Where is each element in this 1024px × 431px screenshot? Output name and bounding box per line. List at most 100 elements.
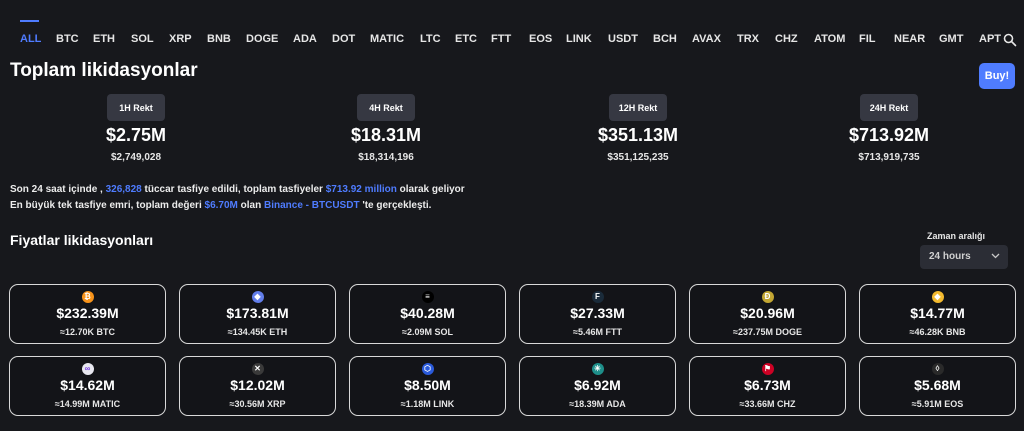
card-amount: ≈134.45K ETH	[227, 327, 288, 337]
summary-text: tüccar tasfiye edildi, toplam tasfiyeler	[144, 184, 323, 195]
card-amount: ≈1.18M LINK	[400, 399, 455, 409]
eos-icon: ◊	[931, 363, 944, 375]
stat-24h-exact: $713,919,735	[858, 152, 920, 163]
coin-liquidation-card[interactable]: ≡ $40.28M ≈2.09M SOL	[349, 284, 506, 344]
coin-liquidation-card[interactable]: ∞ $14.62M ≈14.99M MATIC	[9, 356, 166, 416]
page-title: Toplam likidasyonlar	[10, 60, 198, 81]
largest-order-market-link[interactable]: Binance - BTCUSDT	[264, 200, 360, 211]
link-icon: ⬡	[421, 363, 434, 375]
coin-liquidation-card[interactable]: ⚑ $6.73M ≈33.66M CHZ	[689, 356, 846, 416]
summary-text: 'te gerçekleşti.	[362, 200, 432, 211]
time-range-value: 24 hours	[929, 251, 971, 262]
card-value: $6.92M	[574, 377, 621, 393]
ftt-icon: F	[591, 291, 604, 303]
tab-avax[interactable]: AVAX	[692, 33, 721, 45]
total-liquidations: $713.92 million	[325, 184, 397, 195]
coin-liquidation-card[interactable]: ◆ $14.77M ≈46.28K BNB	[859, 284, 1016, 344]
tab-xrp[interactable]: XRP	[169, 33, 192, 45]
time-range-select[interactable]: 24 hours	[920, 245, 1008, 269]
eth-icon: ◆	[251, 291, 264, 303]
card-value: $173.81M	[226, 305, 289, 321]
stat-24h: 24H Rekt $713.92M $713,919,735	[809, 94, 969, 170]
tab-doge[interactable]: DOGE	[246, 33, 279, 45]
coin-liquidation-card[interactable]: ✳ $6.92M ≈18.39M ADA	[519, 356, 676, 416]
tab-link[interactable]: LINK	[566, 33, 592, 45]
tab-etc[interactable]: ETC	[455, 33, 477, 45]
summary-text: En büyük tek tasfiye emri, toplam değeri	[10, 200, 202, 211]
tab-bch[interactable]: BCH	[653, 33, 677, 45]
tab-usdt[interactable]: USDT	[608, 33, 638, 45]
stat-1h: 1H Rekt $2.75M $2,749,028	[56, 94, 216, 170]
card-amount: ≈30.56M XRP	[229, 399, 286, 409]
card-value: $232.39M	[56, 305, 119, 321]
tab-eth[interactable]: ETH	[93, 33, 115, 45]
card-amount: ≈33.66M CHZ	[739, 399, 796, 409]
card-value: $8.50M	[404, 377, 451, 393]
chz-icon: ⚑	[761, 363, 774, 375]
matic-icon: ∞	[81, 363, 94, 375]
card-value: $27.33M	[570, 305, 625, 321]
coin-liquidation-card[interactable]: Ð $20.96M ≈237.75M DOGE	[689, 284, 846, 344]
doge-icon: Ð	[761, 291, 774, 303]
stat-4h: 4H Rekt $18.31M $18,314,196	[306, 94, 466, 170]
card-value: $20.96M	[740, 305, 795, 321]
search-icon[interactable]	[1003, 33, 1017, 47]
summary-text: olarak geliyor	[399, 184, 465, 195]
chevron-down-icon	[991, 253, 1000, 259]
traders-count: 326,828	[105, 184, 142, 195]
tab-ltc[interactable]: LTC	[420, 33, 441, 45]
tab-bnb[interactable]: BNB	[207, 33, 231, 45]
card-value: $14.62M	[60, 377, 115, 393]
stat-4h-value: $18.31M	[350, 125, 422, 145]
tab-eos[interactable]: EOS	[529, 33, 553, 45]
coin-liquidation-card[interactable]: F $27.33M ≈5.46M FTT	[519, 284, 676, 344]
time-range-label: Zaman aralığı	[927, 231, 986, 241]
stat-1h-badge[interactable]: 1H Rekt	[107, 94, 165, 121]
tab-near[interactable]: NEAR	[894, 33, 926, 45]
tab-matic[interactable]: MATIC	[370, 33, 405, 45]
tab-trx[interactable]: TRX	[737, 33, 759, 45]
largest-order-value: $6.70M	[204, 200, 238, 211]
coin-liquidation-card[interactable]: ⬡ $8.50M ≈1.18M LINK	[349, 356, 506, 416]
stat-12h: 12H Rekt $351.13M $351,125,235	[558, 94, 718, 170]
card-amount: ≈5.46M FTT	[573, 327, 622, 337]
tab-sol[interactable]: SOL	[131, 33, 154, 45]
sol-icon: ≡	[421, 291, 434, 303]
tab-chz[interactable]: CHZ	[775, 33, 798, 45]
stat-24h-badge[interactable]: 24H Rekt	[860, 94, 918, 121]
section-title: Fiyatlar likidasyonları	[10, 232, 154, 248]
card-value: $5.68M	[914, 377, 961, 393]
tab-fil[interactable]: FIL	[859, 33, 876, 45]
btc-icon: ₿	[81, 291, 94, 303]
tab-dot[interactable]: DOT	[332, 33, 356, 45]
coin-liquidation-card[interactable]: ◆ $173.81M ≈134.45K ETH	[179, 284, 336, 344]
buy-button[interactable]: Buy!	[979, 63, 1015, 89]
card-amount: ≈237.75M DOGE	[733, 327, 802, 337]
card-amount: ≈12.70K BTC	[60, 327, 115, 337]
tab-btc[interactable]: BTC	[56, 33, 79, 45]
summary-text: Son 24 saat içinde ,	[10, 184, 103, 195]
card-value: $40.28M	[400, 305, 455, 321]
coin-liquidation-card[interactable]: ✕ $12.02M ≈30.56M XRP	[179, 356, 336, 416]
summary-line-1: Son 24 saat içinde , 326,828 tüccar tasf…	[10, 184, 465, 195]
card-value: $12.02M	[230, 377, 285, 393]
stat-12h-exact: $351,125,235	[607, 152, 669, 163]
card-value: $6.73M	[744, 377, 791, 393]
tab-gmt[interactable]: GMT	[939, 33, 964, 45]
tab-ada[interactable]: ADA	[293, 33, 317, 45]
card-amount: ≈46.28K BNB	[909, 327, 966, 337]
card-amount: ≈5.91M EOS	[911, 399, 964, 409]
tab-apt[interactable]: APT	[979, 33, 1001, 45]
card-amount: ≈18.39M ADA	[569, 399, 626, 409]
coin-liquidation-card[interactable]: ₿ $232.39M ≈12.70K BTC	[9, 284, 166, 344]
coin-liquidation-card[interactable]: ◊ $5.68M ≈5.91M EOS	[859, 356, 1016, 416]
stat-12h-badge[interactable]: 12H Rekt	[609, 94, 667, 121]
ada-icon: ✳	[591, 363, 604, 375]
tab-all[interactable]: ALL	[20, 33, 42, 45]
active-tab-indicator	[20, 20, 39, 22]
stat-4h-badge[interactable]: 4H Rekt	[357, 94, 415, 121]
tab-ftt[interactable]: FTT	[491, 33, 512, 45]
tab-atom[interactable]: ATOM	[814, 33, 846, 45]
stat-4h-exact: $18,314,196	[358, 152, 414, 163]
card-amount: ≈14.99M MATIC	[54, 399, 121, 409]
